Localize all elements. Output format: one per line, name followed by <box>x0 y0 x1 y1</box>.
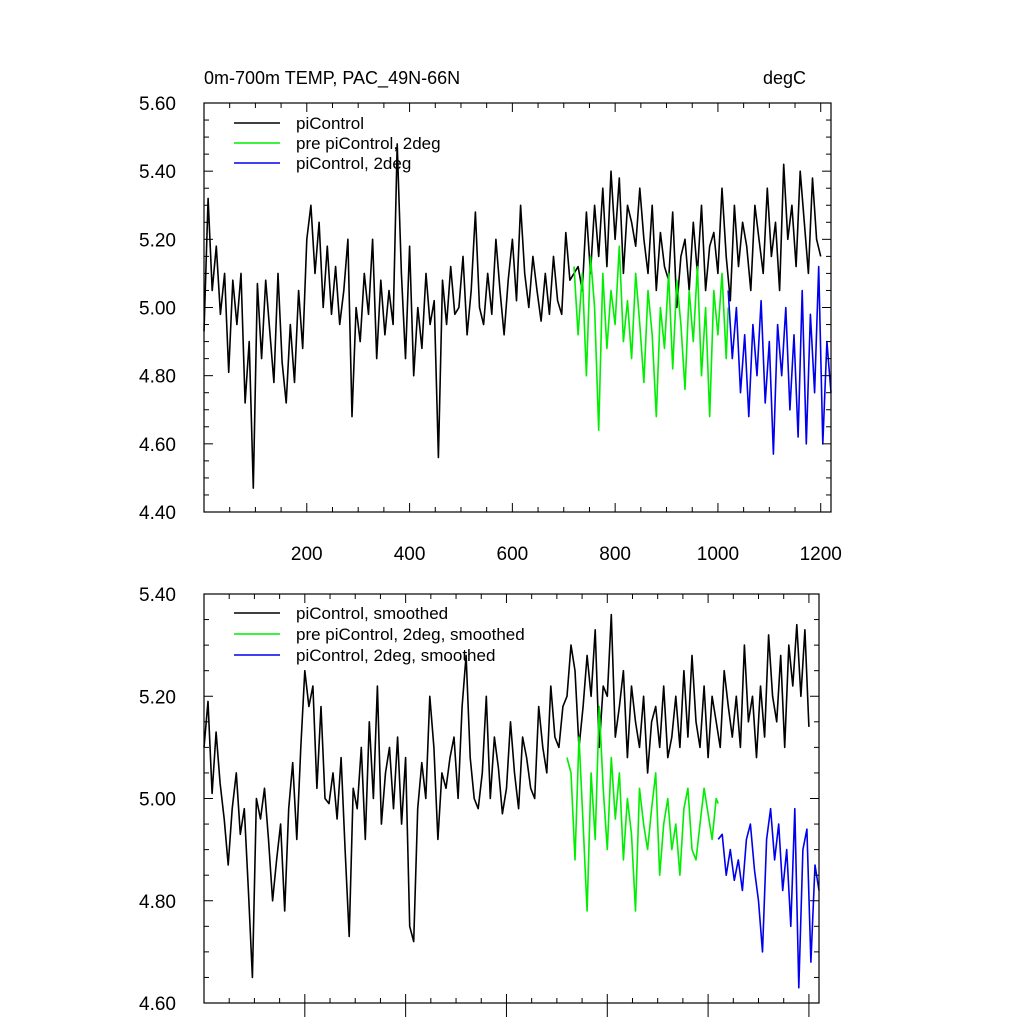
y-tick-label: 4.60 <box>139 435 176 456</box>
y-tick-label: 5.00 <box>139 790 176 811</box>
top-panel-legend: piControl pre piControl, 2deg piControl,… <box>234 114 441 173</box>
y-tick-label: 4.80 <box>139 367 176 388</box>
y-tick-label: 4.60 <box>139 994 176 1015</box>
y-tick-label: 5.00 <box>139 299 176 320</box>
top-panel: 0m-700m TEMP, PAC_49N-66N degC 4.404.604… <box>139 68 842 565</box>
legend-label-picontrol: piControl <box>296 114 364 133</box>
series-line-pre-picontrol-2deg-smoothed <box>566 705 719 912</box>
y-tick-label: 5.60 <box>139 94 176 115</box>
legend-label-pre-picontrol-2deg: pre piControl, 2deg <box>296 134 441 153</box>
legend-label-picontrol-2deg-smoothed: piControl, 2deg, smoothed <box>296 646 495 665</box>
bottom-panel-series-layer <box>203 613 820 989</box>
series-line-picontrol <box>203 143 822 489</box>
legend-label-pre-picontrol-2deg-smoothed: pre piControl, 2deg, smoothed <box>296 625 525 644</box>
legend-label-picontrol-smoothed: piControl, smoothed <box>296 604 448 623</box>
top-panel-series-layer <box>203 143 832 489</box>
series-line-picontrol-2deg-smoothed <box>717 807 820 989</box>
bottom-panel: 4.60 4.80 5.00 5.20 5.40 piControl, smoothed… <box>139 585 820 1017</box>
series-line-picontrol-2deg <box>727 265 832 455</box>
x-tick-label: 1000 <box>697 544 739 565</box>
top-panel-title: 0m-700m TEMP, PAC_49N-66N <box>204 68 460 89</box>
x-tick-label: 600 <box>497 544 529 565</box>
x-tick-label: 1200 <box>800 544 842 565</box>
top-panel-units: degC <box>763 68 806 88</box>
y-tick-label: 5.40 <box>139 162 176 183</box>
x-tick-label: 200 <box>291 544 323 565</box>
top-panel-axes: 4.40 4.60 4.80 5.00 5.20 5.40 5.60 200 400 600 800… <box>139 94 842 565</box>
x-tick-label: 400 <box>394 544 426 565</box>
series-line-pre-picontrol-2deg <box>573 245 729 432</box>
y-tick-label: 5.40 <box>139 585 176 606</box>
bottom-panel-axes: 4.60 4.80 5.00 5.20 5.40 <box>139 585 820 1017</box>
bottom-panel-legend: piControl, smoothed pre piControl, 2deg,… <box>234 604 525 665</box>
y-tick-label: 4.40 <box>139 503 176 524</box>
legend-label-picontrol-2deg: piControl, 2deg <box>296 154 411 173</box>
series-line-picontrol-smoothed <box>203 613 810 979</box>
y-tick-label: 5.20 <box>139 687 176 708</box>
x-tick-label: 800 <box>599 544 631 565</box>
y-tick-label: 4.80 <box>139 892 176 913</box>
y-tick-label: 5.20 <box>139 230 176 251</box>
